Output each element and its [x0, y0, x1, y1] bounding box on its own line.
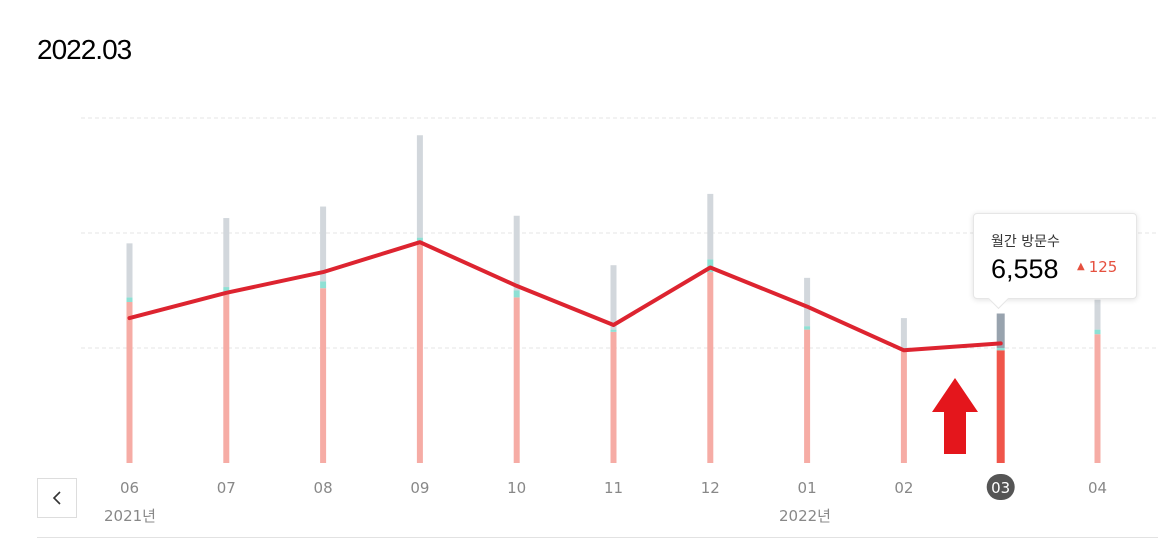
- x-tick-label-11: 11: [604, 479, 623, 497]
- bar-accent-03: [996, 348, 1005, 351]
- x-axis-labels: 06 07 08 09 10 11 12 01 02 03 04: [120, 474, 1107, 500]
- x-tick-label-01: 01: [798, 479, 817, 497]
- bar-top-03: [996, 313, 1005, 348]
- prev-month-button[interactable]: [37, 478, 77, 518]
- x-tick-label-02: 02: [894, 479, 913, 497]
- bar-base-07: [223, 292, 230, 463]
- chart-tooltip: 월간 방문수 6,558 ▲ 125: [973, 213, 1137, 310]
- x-tick-label-12: 12: [701, 479, 720, 497]
- bar-base-11: [610, 331, 617, 463]
- x-tick-label-08: 08: [314, 479, 333, 497]
- bar-base-04: [1094, 334, 1101, 463]
- x-tick-label-07: 07: [217, 479, 236, 497]
- bar-accent-11: [610, 329, 617, 332]
- chevron-left-icon: [52, 491, 61, 505]
- visits-line: [127, 240, 1003, 353]
- year-label-2021: 2021년: [104, 507, 156, 525]
- bar-top-08: [320, 206, 327, 282]
- bar-top-09: [416, 135, 423, 238]
- x-tick-label-03: 03: [991, 479, 1010, 497]
- bar-top-12: [707, 193, 714, 260]
- x-tick-label-04: 04: [1088, 479, 1107, 497]
- bar-top-06: [126, 243, 133, 298]
- year-label-2022: 2022년: [779, 507, 831, 525]
- bar-top-07: [223, 218, 230, 288]
- bar-base-03: [996, 350, 1005, 463]
- bar-base-06: [126, 302, 133, 463]
- tooltip-label: 월간 방문수: [991, 234, 1060, 250]
- increase-triangle-icon: ▲: [1077, 261, 1085, 272]
- bar-accent-07: [223, 287, 230, 293]
- selected-month-badge: [986, 474, 1015, 500]
- bar-top-04: [1094, 299, 1101, 330]
- bar-base-08: [320, 288, 327, 463]
- bar-base-02: [900, 350, 907, 463]
- x-tick-label-06: 06: [120, 479, 139, 497]
- bar-base-12: [707, 272, 714, 463]
- tooltip-change: ▲ 125: [1077, 258, 1117, 276]
- bar-base-09: [416, 244, 423, 463]
- bar-top-01: [804, 277, 811, 327]
- bar-base-10: [513, 297, 520, 463]
- bar-accent-08: [320, 281, 327, 289]
- x-tick-label-09: 09: [410, 479, 429, 497]
- chart-line: [127, 240, 1003, 353]
- x-tick-label-10: 10: [507, 479, 526, 497]
- bar-top-02: [900, 318, 907, 348]
- highlight-arrow-icon: [932, 378, 978, 454]
- bar-top-11: [610, 265, 617, 330]
- bar-accent-04: [1094, 329, 1101, 335]
- bar-accent-06: [126, 297, 133, 302]
- page-title: 2022.03: [37, 34, 132, 65]
- tooltip-value: 6,558: [991, 254, 1059, 284]
- bottom-divider: [37, 537, 1158, 538]
- bar-accent-01: [804, 326, 811, 330]
- tooltip-change-value: 125: [1088, 258, 1118, 276]
- bar-top-10: [513, 215, 520, 291]
- bar-accent-10: [513, 290, 520, 298]
- bar-base-01: [804, 329, 811, 463]
